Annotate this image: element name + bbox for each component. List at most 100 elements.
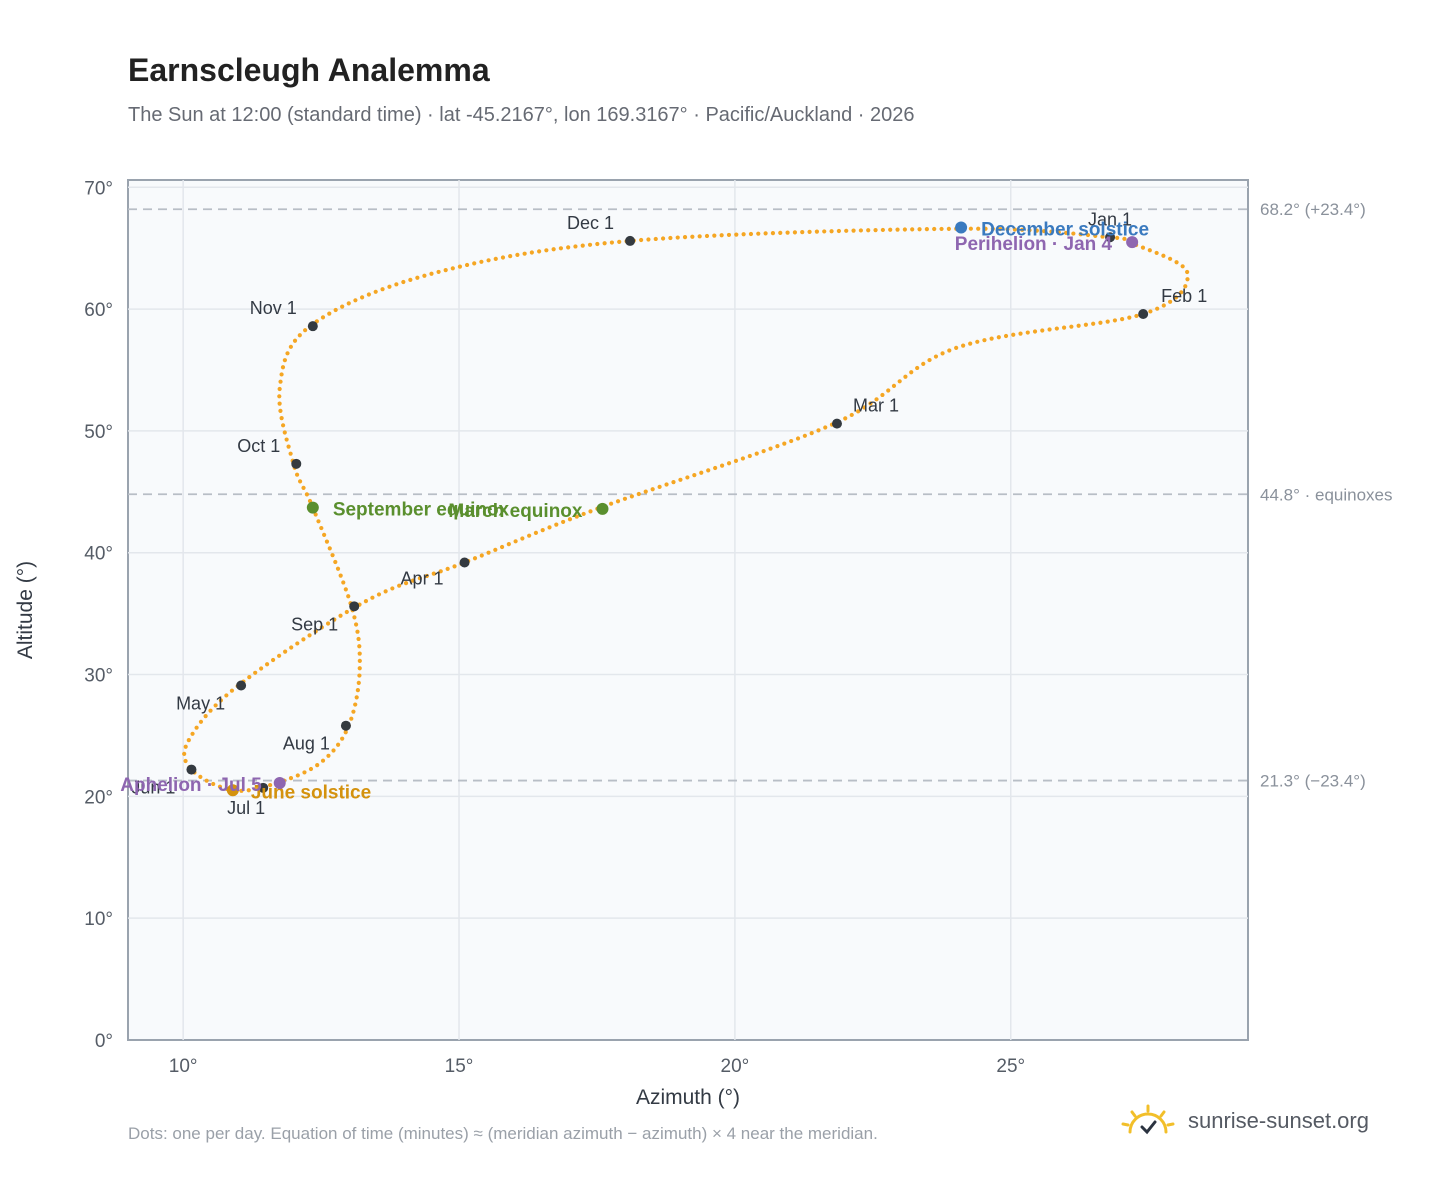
day-dot bbox=[194, 725, 199, 730]
day-dot bbox=[932, 226, 937, 232]
day-dot bbox=[1180, 264, 1185, 269]
day-dot bbox=[1049, 229, 1054, 234]
day-dot bbox=[520, 536, 525, 541]
day-dot bbox=[288, 451, 293, 456]
day-dot bbox=[247, 675, 252, 680]
month-label: Oct 1 bbox=[237, 436, 280, 456]
day-dot bbox=[285, 351, 290, 356]
day-dot bbox=[452, 564, 457, 569]
event-label: March equinox bbox=[448, 501, 583, 522]
day-dot bbox=[792, 230, 798, 235]
day-dot bbox=[352, 615, 357, 620]
day-dot bbox=[1140, 245, 1146, 250]
day-dot bbox=[940, 351, 945, 356]
y-axis-ticks: 0° 10° 20° 30° 40° 50° 60° 70° bbox=[84, 178, 113, 1052]
day-dot bbox=[301, 637, 306, 642]
day-dot bbox=[754, 451, 759, 456]
day-dot bbox=[1018, 331, 1023, 336]
day-dot bbox=[1098, 320, 1103, 325]
day-dot bbox=[533, 530, 539, 535]
month-label: Dec 1 bbox=[567, 213, 614, 233]
day-dot bbox=[217, 784, 223, 789]
day-dot bbox=[315, 763, 320, 768]
day-dot bbox=[1032, 329, 1038, 334]
day-dot bbox=[353, 298, 358, 303]
day-dot bbox=[747, 453, 752, 459]
event-label: Aphelion · Jul 5 bbox=[120, 775, 262, 796]
day-dot bbox=[924, 227, 929, 232]
month-marker bbox=[291, 458, 302, 469]
day-dot bbox=[429, 271, 434, 276]
day-dot bbox=[208, 708, 213, 713]
day-dot bbox=[554, 522, 559, 527]
month-label: Nov 1 bbox=[250, 298, 297, 318]
day-dot bbox=[778, 230, 783, 235]
day-dot bbox=[190, 731, 195, 736]
day-dot bbox=[424, 573, 429, 579]
day-dot bbox=[1025, 330, 1030, 335]
month-marker bbox=[258, 782, 269, 793]
day-dot bbox=[355, 688, 360, 693]
day-dot bbox=[277, 386, 282, 392]
day-dot bbox=[756, 231, 761, 236]
day-dot bbox=[1155, 306, 1160, 311]
day-dot bbox=[331, 748, 336, 753]
day-dot bbox=[268, 783, 273, 788]
day-dot bbox=[726, 232, 732, 238]
day-dot bbox=[284, 437, 289, 442]
day-dot bbox=[308, 766, 314, 772]
day-dot bbox=[335, 566, 341, 571]
day-dot bbox=[1047, 327, 1052, 332]
day-dot bbox=[304, 492, 309, 497]
day-dot bbox=[849, 412, 854, 418]
day-dot bbox=[499, 544, 505, 550]
x-tick-label: 15° bbox=[445, 1056, 474, 1077]
day-dot bbox=[387, 284, 392, 289]
day-dot bbox=[286, 444, 291, 449]
day-dot bbox=[671, 480, 676, 485]
day-dot bbox=[866, 228, 871, 233]
day-dot bbox=[1011, 332, 1016, 337]
day-dot bbox=[229, 688, 235, 693]
day-dot bbox=[1020, 227, 1025, 232]
day-dot bbox=[891, 383, 897, 389]
day-dot bbox=[343, 730, 348, 735]
day-dot bbox=[356, 636, 361, 642]
day-dot bbox=[277, 401, 282, 406]
day-dot bbox=[355, 629, 360, 634]
day-dot bbox=[443, 268, 448, 273]
x-axis-ticks: 10° 15° 20° 25° bbox=[169, 1056, 1025, 1077]
day-dot bbox=[712, 233, 717, 238]
day-dot bbox=[1034, 228, 1039, 233]
day-dot bbox=[588, 509, 593, 514]
day-dot bbox=[996, 335, 1001, 340]
day-dot bbox=[211, 781, 216, 787]
reference-lines: 68.2° (+23.4°) 44.8° · equinoxes 21.3° (−2… bbox=[128, 200, 1393, 791]
day-dot bbox=[851, 228, 856, 233]
day-dot bbox=[990, 226, 995, 231]
day-dot bbox=[547, 525, 552, 530]
day-dot bbox=[643, 489, 648, 494]
day-dot bbox=[1174, 260, 1179, 265]
day-dot bbox=[1054, 326, 1059, 331]
day-dot bbox=[1083, 322, 1089, 327]
chart-title: Earnscleugh Analemma bbox=[128, 52, 490, 88]
day-dot bbox=[218, 698, 224, 703]
day-dot bbox=[1093, 233, 1098, 238]
day-dot bbox=[734, 232, 739, 237]
y-tick-label: 40° bbox=[84, 544, 113, 565]
day-dot bbox=[713, 465, 718, 471]
day-dot bbox=[1071, 231, 1076, 236]
day-dot bbox=[1167, 256, 1173, 261]
day-dot bbox=[629, 494, 634, 499]
day-dot bbox=[1105, 319, 1110, 324]
day-dot bbox=[998, 226, 1003, 232]
day-dot bbox=[829, 229, 834, 234]
day-dot bbox=[886, 388, 891, 393]
day-dot bbox=[313, 512, 318, 517]
day-dot bbox=[581, 511, 586, 517]
day-dot bbox=[380, 287, 385, 292]
brand[interactable]: sunrise-sunset.org bbox=[1120, 1104, 1369, 1138]
y-tick-label: 10° bbox=[84, 909, 113, 930]
day-dot bbox=[183, 744, 188, 749]
